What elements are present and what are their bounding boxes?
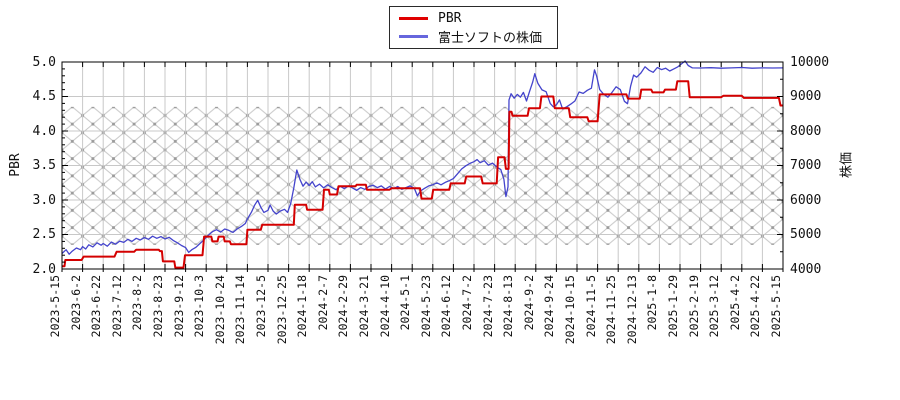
- x-axis-tick-label: 2023-5-15: [48, 275, 62, 338]
- x-axis-tick-label: 2024-12-13: [624, 275, 639, 345]
- right-axis-tick-label: 9000: [790, 89, 822, 104]
- x-axis-tick-label: 2023-12-5: [254, 275, 268, 338]
- right-axis-tick-label: 8000: [790, 123, 822, 139]
- x-axis-tick-label: 2025-4-22: [748, 275, 763, 338]
- x-axis-tick-label: 2023-8-2: [130, 275, 145, 331]
- x-axis-tick-label: 2023-10-3: [192, 275, 207, 338]
- x-axis-tick-label: 2024-11-5: [583, 275, 598, 338]
- x-axis-tick-label: 2024-9-24: [542, 275, 557, 338]
- legend-item-price: 富士ソフトの株価: [390, 28, 557, 46]
- x-axis-tick-label: 2024-1-18: [295, 275, 310, 338]
- x-axis-tick-label: 2023-9-12: [171, 275, 186, 338]
- right-axis-tick-label: 5000: [790, 227, 822, 242]
- right-axis-tick-label: 6000: [790, 192, 822, 208]
- x-axis-tick-label: 2025-1-8: [645, 275, 660, 331]
- hatch-band: [62, 106, 783, 245]
- axis-spines-ticks: [61, 61, 784, 272]
- x-axis-tick-label: 2023-12-25: [274, 275, 289, 345]
- x-axis-tick-label: 2023-8-23: [151, 275, 165, 338]
- left-axis-tick-label: 3.5: [32, 158, 56, 173]
- x-axis-tick-label: 2023-6-22: [89, 275, 104, 338]
- right-axis-tick-label: 10000: [790, 54, 830, 70]
- legend-item-pbr: PBR: [390, 9, 557, 27]
- legend-label-price: 富士ソフトの株価: [438, 31, 543, 47]
- x-axis-tick-label: 2023-6-2: [68, 275, 83, 331]
- legend-label-pbr: PBR: [438, 10, 462, 26]
- x-axis-tick-label: 2024-8-13: [501, 275, 516, 338]
- pbr-line: [62, 80, 783, 269]
- x-axis-tick-label: 2024-11-25: [604, 275, 619, 345]
- x-axis-tick-label: 2024-5-23: [418, 275, 433, 338]
- x-axis-tick-label: 2025-2-19: [686, 275, 701, 338]
- pbr-line-swatch: [399, 16, 428, 20]
- legend: PBR 富士ソフトの株価: [389, 6, 558, 49]
- x-axis-tick-label: 2024-9-2: [521, 275, 536, 331]
- right-axis-tick-label: 4000: [790, 261, 822, 277]
- x-axis-tick-label: 2023-11-14: [233, 275, 248, 345]
- x-axis-tick-label: 2025-4-2: [727, 275, 742, 331]
- left-axis-tick-label: 2.5: [32, 227, 56, 242]
- left-axis-tick-label: 5.0: [32, 54, 56, 70]
- x-axis-tick-label: 2024-6-12: [439, 275, 454, 338]
- left-axis-tick-label: 2.0: [32, 261, 56, 277]
- x-axis-tick-label: 2024-2-7: [315, 275, 330, 331]
- x-axis-tick-label: 2024-10-15: [563, 275, 577, 345]
- x-axis-tick-label: 2024-4-10: [377, 275, 392, 338]
- left-axis-tick-label: 3.0: [32, 192, 56, 208]
- x-axis-tick-label: 2024-7-23: [480, 275, 495, 338]
- x-axis-tick-label: 2024-5-1: [398, 275, 413, 331]
- x-axis-tick-label: 2024-7-2: [460, 275, 474, 331]
- x-axis-tick-label: 2025-3-12: [707, 275, 722, 338]
- right-axis-tick-label: 7000: [790, 158, 822, 173]
- price-line-swatch: [399, 35, 428, 39]
- x-axis-tick-label: 2025-1-29: [666, 275, 680, 338]
- left-axis-tick-label: 4.0: [32, 123, 56, 139]
- x-axis-tick-label: 2024-3-21: [357, 275, 371, 338]
- x-axis-tick-label: 2023-10-24: [212, 275, 227, 345]
- x-axis-tick-label: 2023-7-12: [109, 275, 124, 338]
- x-axis-tick-label: 2024-2-29: [336, 275, 351, 338]
- x-axis-tick-label: 2025-5-15: [769, 275, 783, 338]
- left-axis-tick-label: 4.5: [32, 89, 56, 104]
